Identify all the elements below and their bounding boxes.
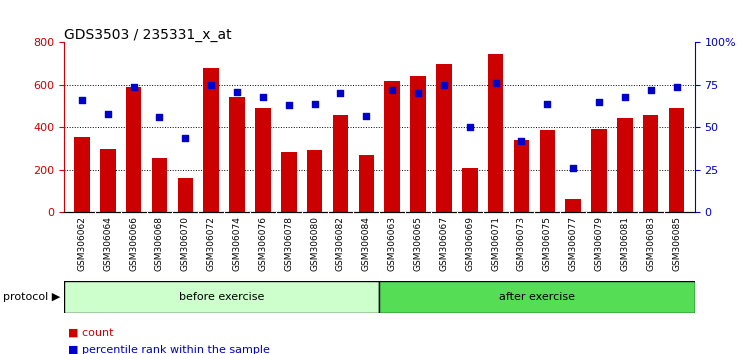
Text: GSM306076: GSM306076 bbox=[258, 216, 267, 271]
Bar bbox=[100, 149, 116, 212]
Point bbox=[128, 84, 140, 90]
Bar bbox=[488, 54, 503, 212]
Text: GSM306079: GSM306079 bbox=[595, 216, 604, 271]
Bar bbox=[566, 199, 581, 212]
Bar bbox=[307, 150, 322, 212]
Text: GSM306081: GSM306081 bbox=[620, 216, 629, 271]
Text: GSM306066: GSM306066 bbox=[129, 216, 138, 271]
Text: GSM306064: GSM306064 bbox=[104, 216, 113, 271]
Text: GSM306070: GSM306070 bbox=[181, 216, 190, 271]
Bar bbox=[126, 87, 141, 212]
Point bbox=[102, 111, 114, 117]
Text: GSM306072: GSM306072 bbox=[207, 216, 216, 271]
Point bbox=[567, 165, 579, 171]
Text: GSM306075: GSM306075 bbox=[543, 216, 552, 271]
Bar bbox=[617, 118, 632, 212]
Point bbox=[644, 87, 656, 93]
Text: protocol ▶: protocol ▶ bbox=[3, 292, 60, 302]
Point bbox=[334, 91, 346, 96]
Text: GDS3503 / 235331_x_at: GDS3503 / 235331_x_at bbox=[64, 28, 231, 42]
Point bbox=[360, 113, 372, 118]
Point bbox=[309, 101, 321, 107]
Text: GSM306077: GSM306077 bbox=[569, 216, 578, 271]
Bar bbox=[333, 115, 348, 212]
Text: before exercise: before exercise bbox=[179, 292, 264, 302]
Bar bbox=[462, 168, 478, 212]
Bar bbox=[436, 64, 451, 212]
Bar bbox=[64, 281, 379, 313]
Point bbox=[153, 114, 165, 120]
Point bbox=[593, 99, 605, 105]
Text: GSM306063: GSM306063 bbox=[388, 216, 397, 271]
Point bbox=[463, 125, 475, 130]
Text: GSM306082: GSM306082 bbox=[336, 216, 345, 271]
Text: GSM306068: GSM306068 bbox=[155, 216, 164, 271]
Point bbox=[619, 94, 631, 100]
Point bbox=[515, 138, 527, 144]
Text: ■ count: ■ count bbox=[68, 328, 113, 338]
Bar bbox=[177, 178, 193, 212]
Point bbox=[205, 82, 217, 88]
Point bbox=[541, 101, 553, 107]
Point bbox=[671, 84, 683, 90]
Text: ■ percentile rank within the sample: ■ percentile rank within the sample bbox=[68, 346, 270, 354]
Text: GSM306078: GSM306078 bbox=[285, 216, 294, 271]
Bar bbox=[514, 140, 529, 212]
Text: GSM306062: GSM306062 bbox=[77, 216, 86, 271]
Text: GSM306084: GSM306084 bbox=[362, 216, 371, 271]
Text: GSM306071: GSM306071 bbox=[491, 216, 500, 271]
Bar bbox=[204, 68, 219, 212]
Bar bbox=[669, 108, 684, 212]
Point bbox=[283, 103, 295, 108]
Text: GSM306067: GSM306067 bbox=[439, 216, 448, 271]
Bar bbox=[591, 129, 607, 212]
Point bbox=[179, 135, 192, 141]
Text: GSM306065: GSM306065 bbox=[414, 216, 423, 271]
Text: GSM306069: GSM306069 bbox=[465, 216, 474, 271]
Point bbox=[76, 97, 88, 103]
Bar bbox=[643, 115, 659, 212]
Bar bbox=[358, 155, 374, 212]
Point bbox=[257, 94, 269, 100]
Bar bbox=[152, 158, 167, 212]
Text: after exercise: after exercise bbox=[499, 292, 575, 302]
Bar bbox=[281, 152, 297, 212]
Text: GSM306073: GSM306073 bbox=[517, 216, 526, 271]
Bar bbox=[410, 76, 426, 212]
Text: GSM306074: GSM306074 bbox=[233, 216, 242, 271]
Bar bbox=[74, 137, 89, 212]
Bar bbox=[379, 281, 695, 313]
Point bbox=[231, 89, 243, 95]
Bar bbox=[255, 108, 270, 212]
Bar bbox=[229, 97, 245, 212]
Bar bbox=[539, 130, 555, 212]
Text: GSM306080: GSM306080 bbox=[310, 216, 319, 271]
Point bbox=[438, 82, 450, 88]
Text: GSM306083: GSM306083 bbox=[646, 216, 655, 271]
Point bbox=[386, 87, 398, 93]
Point bbox=[412, 91, 424, 96]
Text: GSM306085: GSM306085 bbox=[672, 216, 681, 271]
Point bbox=[490, 80, 502, 86]
Bar bbox=[385, 81, 400, 212]
